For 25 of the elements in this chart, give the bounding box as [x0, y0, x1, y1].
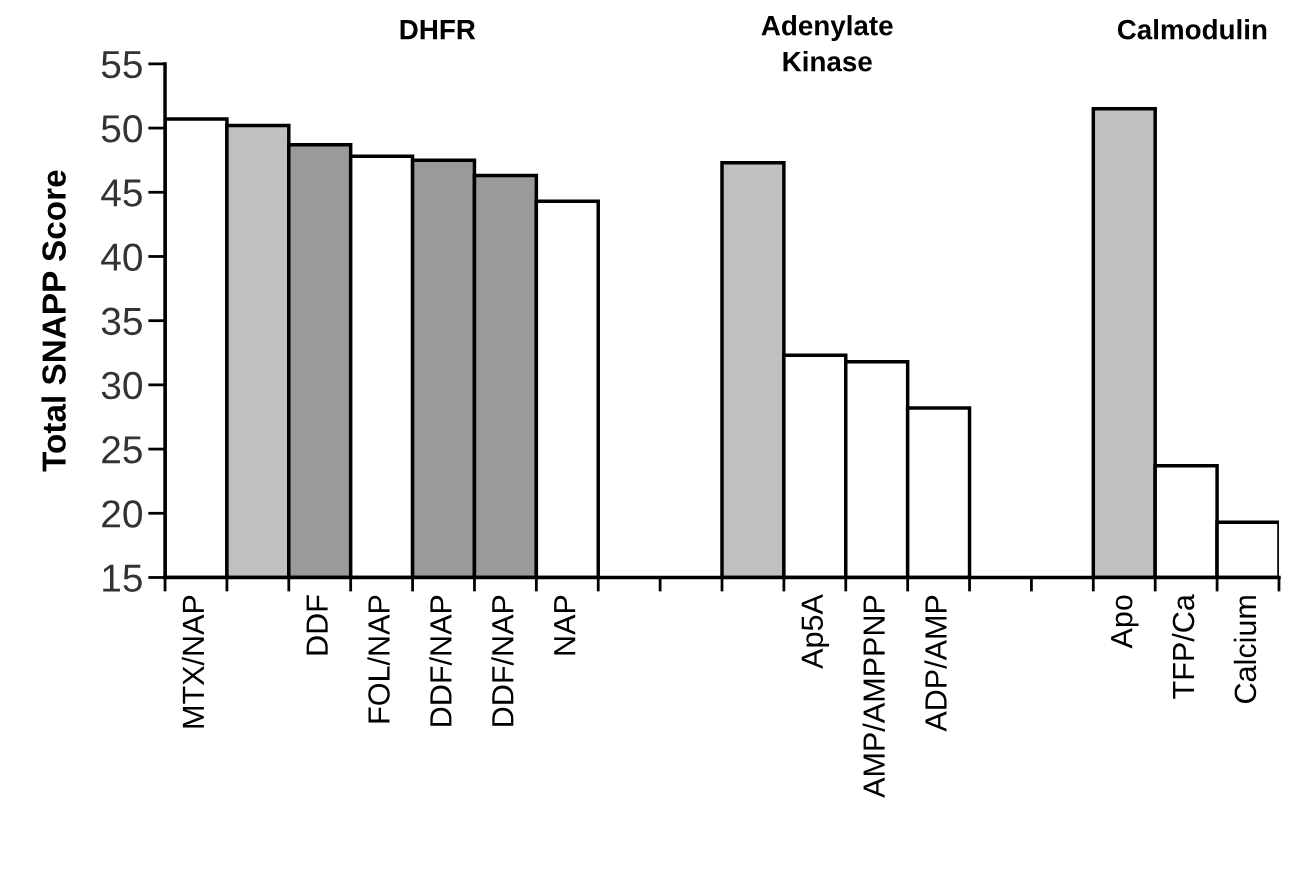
y-tick-label: 15 — [103, 564, 142, 592]
x-tick-label: FOL/NAP — [367, 595, 390, 723]
text: DHFR — [400, 20, 476, 40]
y-tick-label: 50 — [101, 115, 142, 143]
y-tick-label: 35 — [101, 307, 142, 336]
x-tick-label: DDF/NAP — [429, 595, 452, 726]
x-tick-label: AMP/AMPPNP — [862, 595, 885, 798]
x-tick-label: Calcium — [1233, 596, 1257, 703]
x-tick-label: DDF/NAP — [491, 595, 514, 726]
y-tick-label: 20 — [102, 500, 142, 528]
y-tick-label: 30 — [101, 371, 142, 400]
y-tick-label: 40 — [101, 243, 142, 271]
y-tick-label: 25 — [102, 436, 142, 464]
x-tick-label: MTX/NAP — [181, 595, 205, 728]
text: Calmodulin — [1117, 19, 1267, 40]
x-tick-label: Ap5A — [801, 594, 830, 669]
y-axis-title: Total SNAPP Score — [41, 170, 66, 472]
x-tick-label: NAP — [554, 595, 576, 655]
y-tick-label: 55 — [101, 51, 142, 79]
x-tick-label: Apo — [1111, 595, 1139, 649]
annotation: Adenylate Kinase — [761, 15, 893, 72]
y-tick-label: 45 — [101, 179, 142, 207]
x-tick-label: ADP/AMP — [924, 595, 947, 732]
x-tick-label: DDF — [306, 595, 328, 655]
x-tick-label: TFP/Ca — [1171, 594, 1195, 699]
